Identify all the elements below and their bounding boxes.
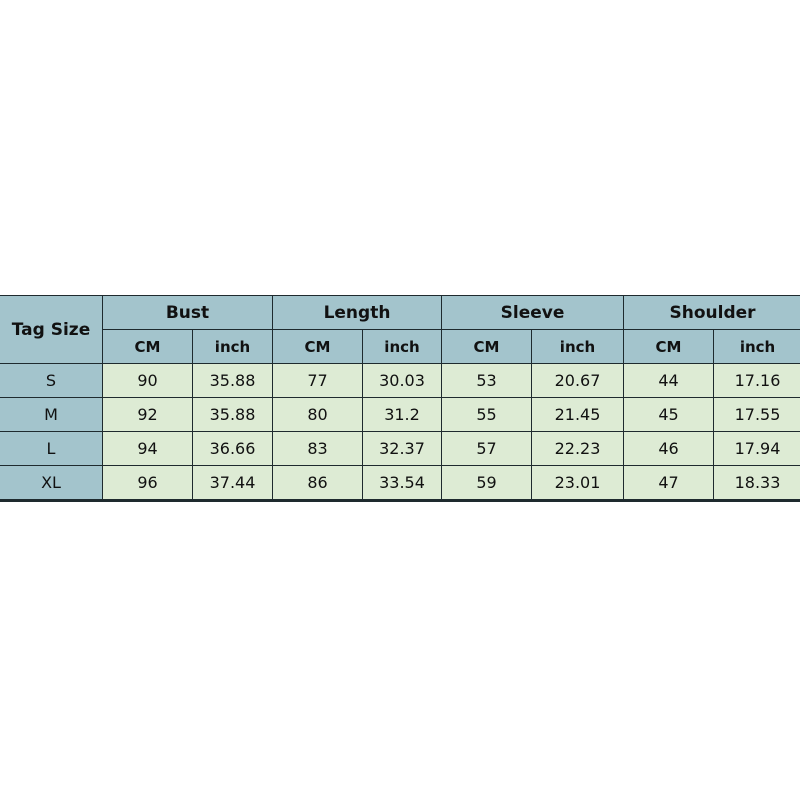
value-cell: 32.37 — [362, 431, 442, 466]
value-cell: 59 — [441, 465, 532, 502]
shoulder-header: Shoulder — [622, 295, 800, 330]
unit-cm: CM — [623, 329, 714, 364]
unit-inch: inch — [192, 329, 273, 364]
unit-inch: inch — [531, 329, 624, 364]
unit-cm: CM — [272, 329, 363, 364]
value-cell: 57 — [441, 431, 532, 466]
size-cell: S — [0, 363, 103, 398]
unit-inch: inch — [362, 329, 442, 364]
sleeve-header: Sleeve — [441, 295, 624, 330]
value-cell: 55 — [441, 397, 532, 432]
table-row: XL 96 37.44 86 33.54 59 23.01 47 18.33 — [0, 465, 800, 502]
tag-size-header: Tag Size — [0, 295, 103, 364]
value-cell: 86 — [272, 465, 363, 502]
value-cell: 44 — [623, 363, 714, 398]
size-cell: XL — [0, 465, 103, 502]
value-cell: 94 — [102, 431, 193, 466]
table-row: L 94 36.66 83 32.37 57 22.23 46 17.94 — [0, 431, 800, 466]
value-cell: 17.94 — [712, 431, 800, 466]
value-cell: 33.54 — [362, 465, 442, 502]
value-cell: 90 — [102, 363, 193, 398]
value-cell: 37.44 — [192, 465, 273, 502]
value-cell: 23.01 — [531, 465, 624, 502]
value-cell: 22.23 — [531, 431, 624, 466]
unit-cm: CM — [441, 329, 532, 364]
value-cell: 92 — [102, 397, 193, 432]
value-cell: 36.66 — [192, 431, 273, 466]
length-header: Length — [272, 295, 442, 330]
value-cell: 35.88 — [192, 363, 273, 398]
value-cell: 53 — [441, 363, 532, 398]
value-cell: 77 — [272, 363, 363, 398]
header-row-units: CM inch CM inch CM inch CM inch — [0, 329, 800, 364]
value-cell: 17.16 — [712, 363, 800, 398]
unit-inch: inch — [712, 329, 800, 364]
value-cell: 21.45 — [531, 397, 624, 432]
value-cell: 96 — [102, 465, 193, 502]
value-cell: 18.33 — [712, 465, 800, 502]
size-chart-table: Tag Size Bust Length Sleeve Shoulder CM … — [0, 295, 800, 502]
size-cell: M — [0, 397, 103, 432]
size-cell: L — [0, 431, 103, 466]
value-cell: 45 — [623, 397, 714, 432]
value-cell: 30.03 — [362, 363, 442, 398]
value-cell: 35.88 — [192, 397, 273, 432]
value-cell: 80 — [272, 397, 363, 432]
value-cell: 83 — [272, 431, 363, 466]
unit-cm: CM — [102, 329, 193, 364]
bust-header: Bust — [102, 295, 273, 330]
value-cell: 46 — [623, 431, 714, 466]
table-row: M 92 35.88 80 31.2 55 21.45 45 17.55 — [0, 397, 800, 432]
header-row-groups: Tag Size Bust Length Sleeve Shoulder — [0, 295, 800, 364]
value-cell: 20.67 — [531, 363, 624, 398]
value-cell: 31.2 — [362, 397, 442, 432]
value-cell: 17.55 — [712, 397, 800, 432]
table-row: S 90 35.88 77 30.03 53 20.67 44 17.16 — [0, 363, 800, 398]
value-cell: 47 — [623, 465, 714, 502]
